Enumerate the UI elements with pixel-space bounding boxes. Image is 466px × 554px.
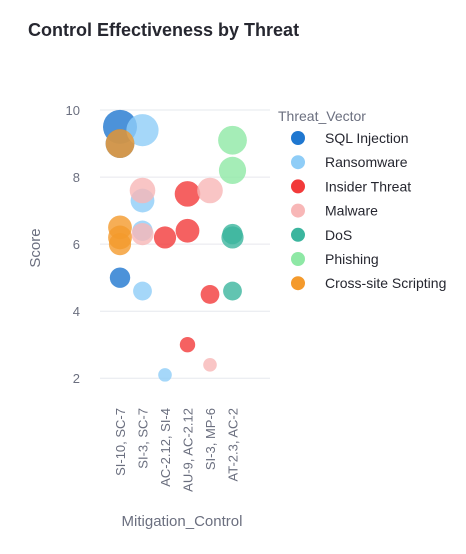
data-point-malware — [131, 222, 154, 246]
legend-marker-malware — [291, 203, 305, 218]
legend-label: Ransomware — [325, 154, 408, 170]
data-point-ransomware — [133, 281, 152, 301]
x-tick-label: SI-3, MP-6 — [203, 408, 218, 470]
y-axis-title: Score — [27, 228, 44, 267]
y-axis-ticks: 2 4 6 8 10 — [66, 103, 80, 386]
legend-marker-ransomware — [291, 155, 305, 170]
data-points — [103, 109, 247, 382]
legend-marker-insider-threat — [291, 179, 305, 194]
legend-label: Insider Threat — [325, 178, 411, 194]
y-tick-label: 10 — [66, 103, 80, 118]
data-point-phishing — [218, 125, 247, 155]
x-axis-ticks: SI-10, SC-7 SI-3, SC-7 AC-2.12, SI-4 AU-9, … — [113, 408, 241, 492]
data-point-phishing — [218, 156, 247, 184]
x-tick-label: AC-2.12, SI-4 — [158, 408, 173, 487]
x-tick-label: SI-10, SC-7 — [113, 408, 128, 476]
legend-marker-phishing — [291, 252, 305, 266]
legend-label: Cross-site Scripting — [325, 275, 446, 291]
x-tick-label: SI-3, SC-7 — [136, 408, 151, 469]
legend-label: Phishing — [325, 251, 379, 267]
legend-label: Malware — [325, 203, 378, 219]
data-point-sql-injection — [109, 267, 131, 288]
data-point-malware — [197, 177, 223, 204]
data-point-cross-site-scripting — [108, 233, 132, 256]
y-tick-label: 4 — [73, 304, 80, 319]
data-point-insider-threat — [174, 181, 201, 207]
legend-marker-dos — [291, 227, 305, 242]
y-tick-label: 6 — [73, 237, 80, 252]
legend-label: SQL Injection — [325, 130, 409, 146]
legend-marker-sql-injection — [291, 131, 305, 145]
data-point-ransomware — [126, 114, 159, 147]
x-axis-title: Mitigation_Control — [122, 513, 243, 530]
legend-marker-cross-site-scripting — [291, 276, 305, 291]
x-tick-label: AU-9, AC-2.12 — [181, 408, 196, 492]
y-tick-label: 2 — [73, 371, 80, 386]
data-point-insider-threat — [153, 226, 177, 249]
data-point-malware — [129, 177, 156, 204]
data-point-cross-site-scripting — [105, 129, 135, 158]
data-point-insider-threat — [200, 285, 220, 304]
y-tick-label: 8 — [73, 170, 80, 185]
legend[interactable]: Threat_Vector SQL Injection Ransomware Ins… — [278, 108, 446, 291]
data-point-malware — [203, 358, 217, 372]
data-point-ransomware — [158, 368, 172, 382]
legend-title: Threat_Vector — [278, 108, 366, 124]
data-point-dos — [223, 281, 242, 301]
data-point-insider-threat — [179, 337, 196, 353]
chart-title: Control Effectiveness by Threat — [28, 20, 300, 40]
data-point-insider-threat — [175, 218, 200, 243]
x-tick-label: AT-2.3, AC-2 — [226, 408, 241, 481]
legend-label: DoS — [325, 227, 352, 243]
data-point-dos — [222, 223, 243, 245]
